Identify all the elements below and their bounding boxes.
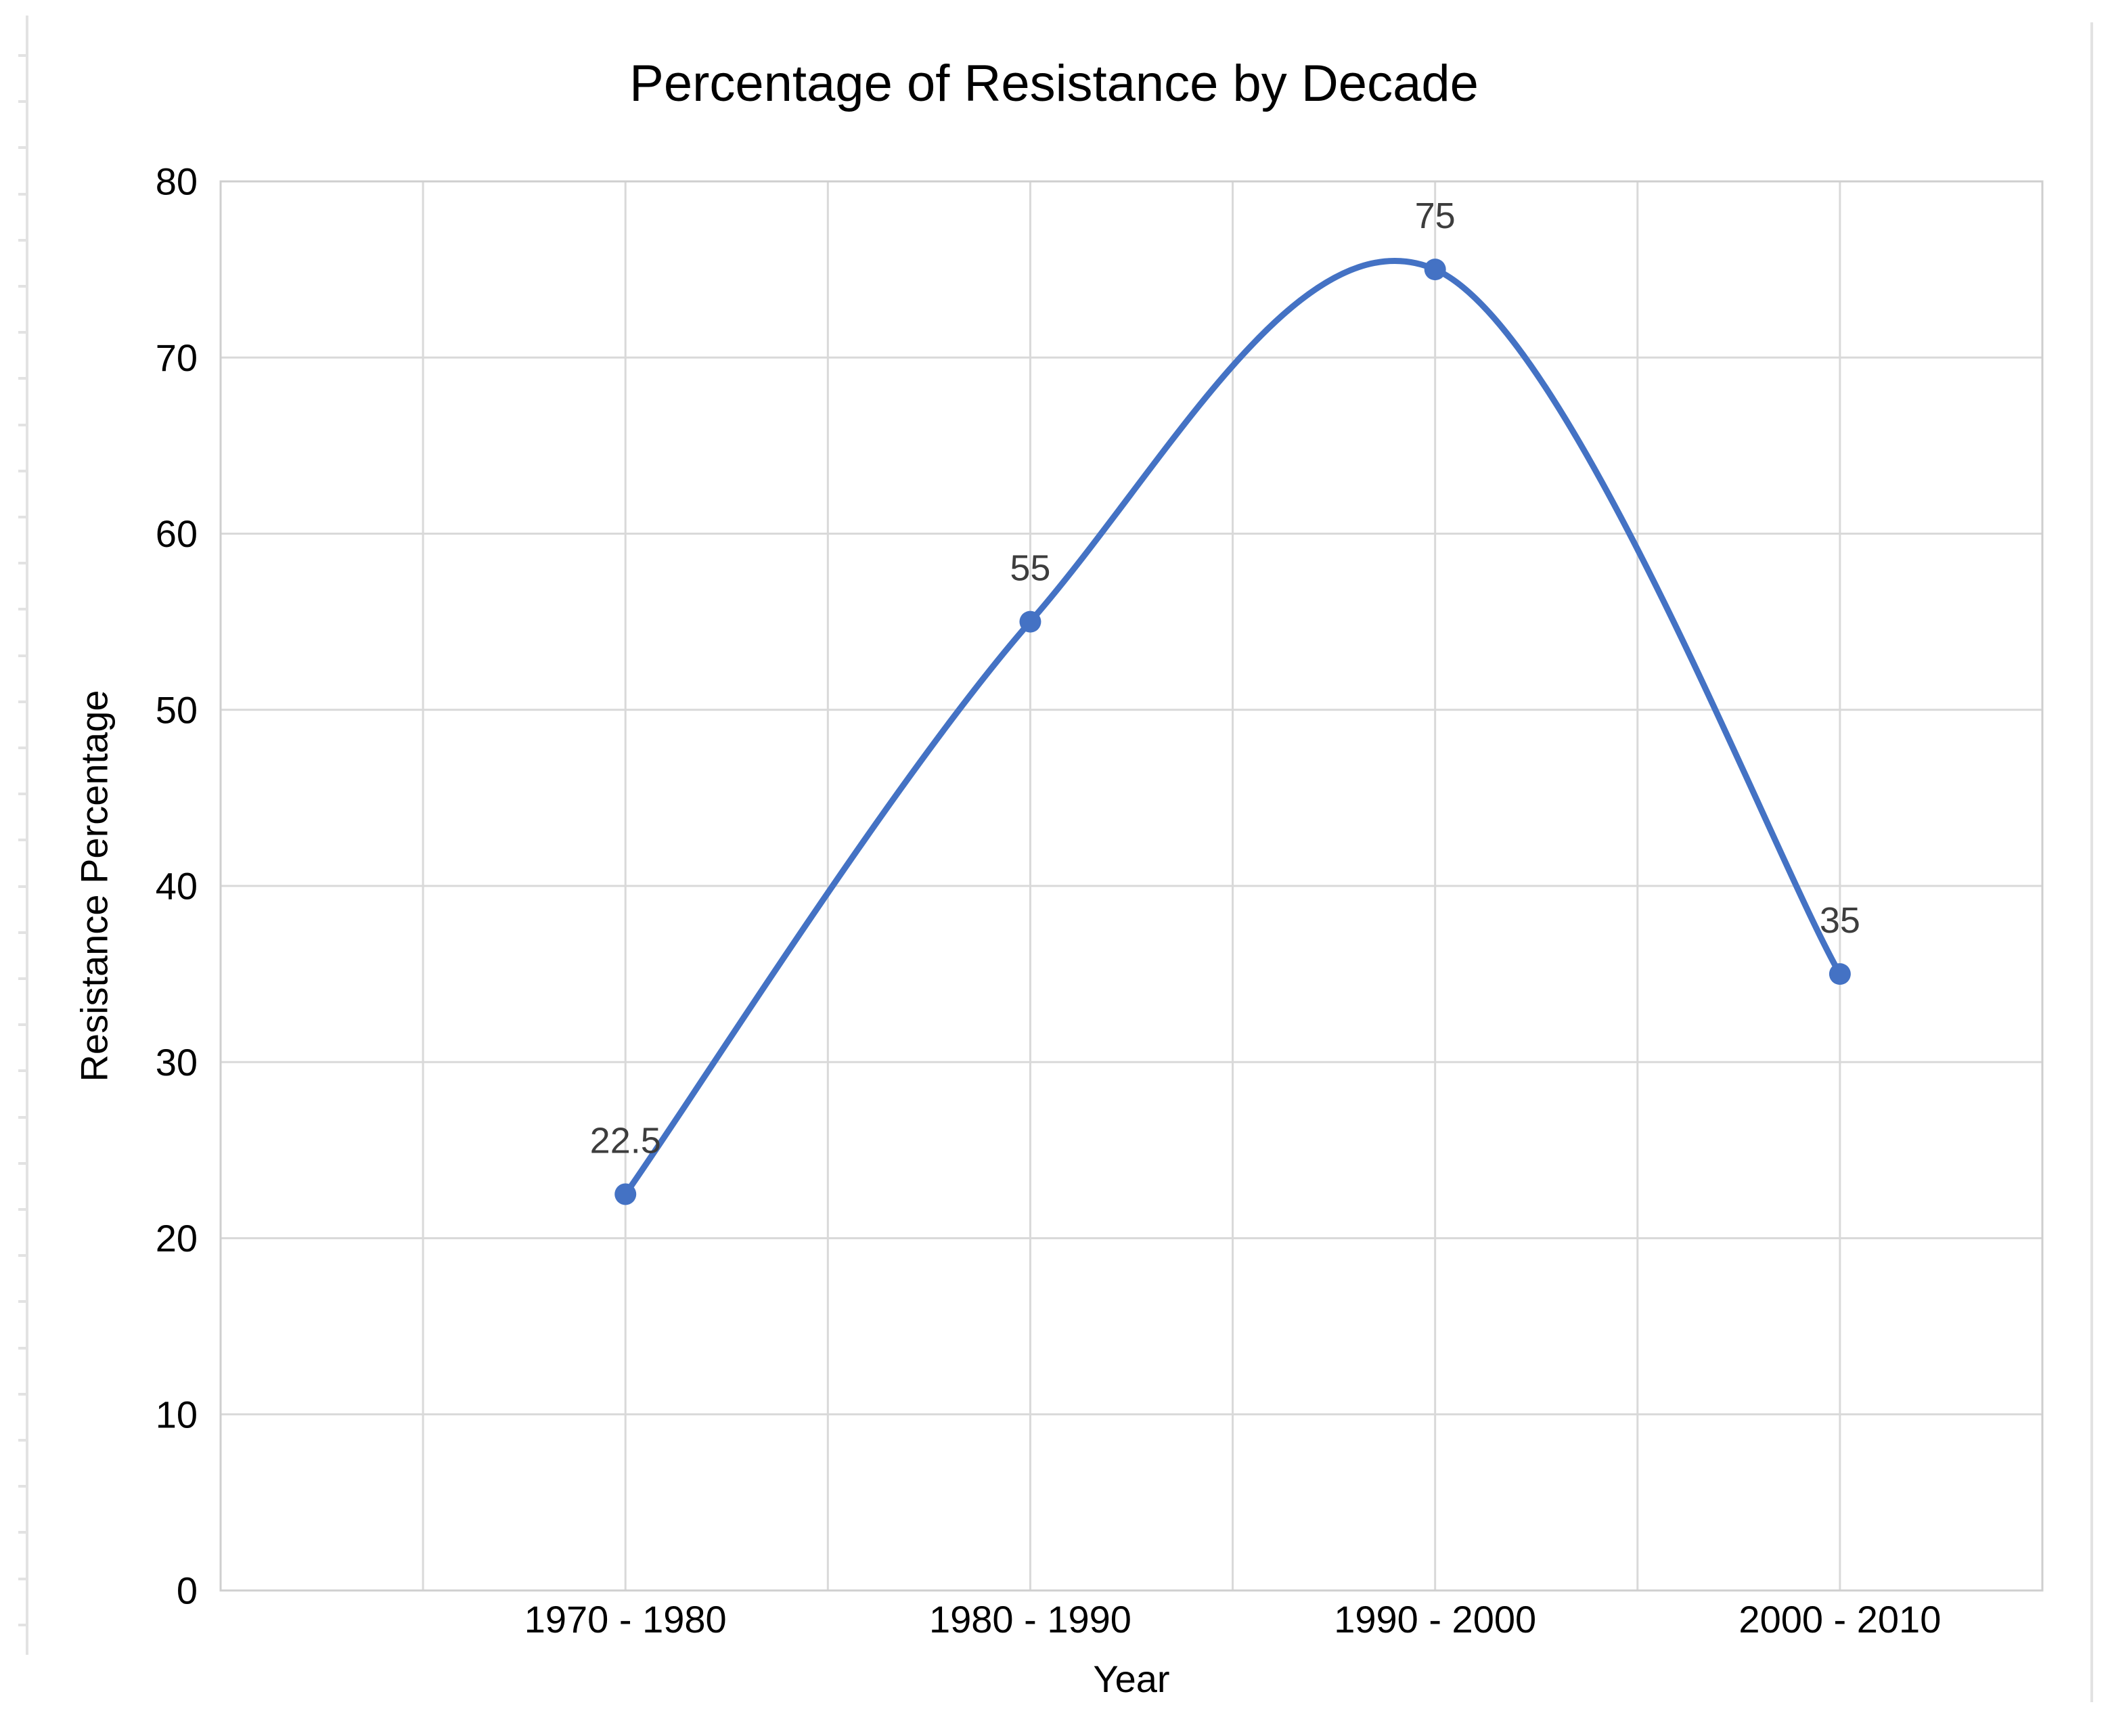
ruler-tick — [18, 747, 27, 749]
ruler-tick — [18, 1300, 27, 1303]
ruler-tick — [18, 516, 27, 518]
ruler-tick — [18, 931, 27, 934]
ruler-tick — [18, 700, 27, 703]
y-tick-label: 0 — [177, 1570, 198, 1612]
data-point-marker — [614, 1183, 637, 1205]
y-tick-label: 50 — [156, 688, 198, 731]
ruler-tick — [18, 1116, 27, 1119]
x-tick-label: 1970 - 1980 — [524, 1598, 727, 1641]
ruler-tick — [18, 1485, 27, 1488]
ruler-tick — [18, 1578, 27, 1580]
ruler-tick — [18, 793, 27, 795]
ruler-tick — [18, 885, 27, 888]
y-tick-label: 70 — [156, 336, 198, 379]
x-axis-title: Year — [1093, 1657, 1170, 1700]
ruler-tick — [18, 331, 27, 334]
y-tick-label: 20 — [156, 1217, 198, 1260]
data-point-label: 75 — [1415, 196, 1456, 236]
y-tick-label: 10 — [156, 1393, 198, 1435]
chart-title: Percentage of Resistance by Decade — [629, 55, 1479, 112]
x-tick-label: 1990 - 2000 — [1334, 1598, 1536, 1641]
data-point-label: 35 — [1820, 900, 1860, 941]
y-tick-label: 80 — [156, 160, 198, 203]
ruler-tick — [18, 977, 27, 980]
ruler-tick — [18, 239, 27, 242]
ruler-tick — [18, 1624, 27, 1626]
data-point-label: 22.5 — [590, 1120, 661, 1161]
ruler-tick — [18, 608, 27, 610]
data-point-marker — [1019, 610, 1041, 633]
ruler-tick — [18, 193, 27, 196]
ruler-tick — [18, 54, 27, 57]
ruler-tick — [18, 1439, 27, 1442]
ruler-tick — [18, 1208, 27, 1211]
series-line — [622, 257, 1843, 1197]
ruler-tick — [18, 424, 27, 426]
ruler-tick — [18, 1069, 27, 1072]
data-point-marker — [1829, 963, 1851, 985]
ruler-tick — [18, 100, 27, 103]
right-ruler-guide — [2090, 22, 2093, 1702]
ruler-tick — [18, 654, 27, 657]
y-tick-label: 60 — [156, 512, 198, 555]
ruler-tick — [18, 562, 27, 564]
y-tick-label: 40 — [156, 865, 198, 908]
ruler-tick — [18, 1347, 27, 1350]
x-tick-label: 1980 - 1990 — [929, 1598, 1131, 1641]
x-tick-label: 2000 - 2010 — [1739, 1598, 1941, 1641]
ruler-tick — [18, 377, 27, 380]
ruler-tick — [18, 1393, 27, 1396]
y-tick-label: 30 — [156, 1041, 198, 1084]
ruler-tick — [18, 1162, 27, 1165]
ruler-tick — [18, 1531, 27, 1534]
ruler-tick — [18, 1254, 27, 1257]
ruler-tick — [18, 470, 27, 472]
ruler-tick — [18, 1023, 27, 1026]
plot-border — [219, 180, 2044, 1592]
ruler-tick — [18, 146, 27, 149]
data-point-label: 55 — [1010, 548, 1050, 589]
ruler-tick — [18, 839, 27, 841]
data-point-marker — [1424, 259, 1446, 281]
ruler-tick — [18, 285, 27, 288]
left-ruler-guide — [26, 16, 28, 1655]
